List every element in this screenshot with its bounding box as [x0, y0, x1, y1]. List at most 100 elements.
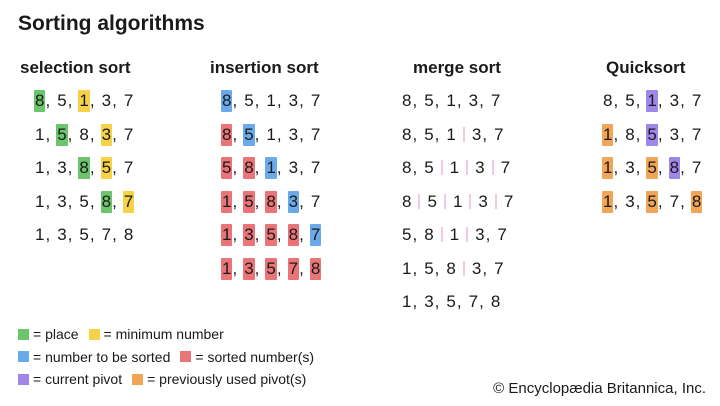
- number: 1: [266, 124, 276, 144]
- separator: ,: [67, 225, 73, 244]
- legend-label: = sorted number(s): [195, 348, 315, 365]
- merge-divider: [491, 160, 494, 175]
- separator: ,: [299, 258, 304, 278]
- separator: ,: [67, 124, 73, 144]
- separator: ,: [232, 158, 238, 177]
- number: 1: [446, 91, 456, 110]
- number: 3: [478, 191, 488, 211]
- number: 3: [288, 124, 299, 144]
- highlighted-number-sorted: 5: [243, 190, 255, 213]
- separator: ,: [254, 191, 260, 211]
- highlighted-number-prev-pivot: 1: [602, 123, 614, 146]
- number: 7: [503, 191, 514, 211]
- number: 3: [625, 191, 635, 211]
- separator: ,: [434, 124, 440, 144]
- number: 8: [625, 124, 635, 144]
- legend-item-place: = place: [18, 326, 79, 342]
- separator: ,: [680, 158, 685, 177]
- number: 8: [424, 225, 434, 244]
- separator: ,: [412, 158, 418, 177]
- separator: ,: [67, 91, 73, 110]
- separator: ,: [680, 191, 685, 211]
- number: 8: [402, 124, 412, 144]
- legend-item-pivot: = current pivot: [18, 371, 122, 387]
- separator: ,: [412, 91, 418, 110]
- number: 5: [424, 158, 434, 177]
- separator: ,: [412, 258, 418, 278]
- highlighted-number-minimum: 3: [100, 123, 113, 146]
- separator: ,: [45, 124, 51, 144]
- highlighted-number-to-sort: 3: [287, 190, 300, 213]
- number: 1: [35, 124, 45, 144]
- number: 3: [475, 225, 485, 244]
- quicksort-column: Quicksort 8, 5, 1, 3, 7 1, 8, 5, 3, 7 1, 3, 5, 8, 7 1, 3…: [602, 58, 703, 213]
- number: 7: [310, 158, 321, 177]
- separator: ,: [613, 124, 619, 144]
- number: 8: [603, 91, 613, 110]
- number: 3: [57, 225, 67, 244]
- separator: ,: [657, 91, 663, 110]
- number: 3: [101, 91, 112, 110]
- number: 1: [452, 191, 463, 211]
- separator: ,: [434, 292, 440, 311]
- diagram-title: Sorting algorithms: [18, 12, 205, 35]
- number: 3: [57, 158, 67, 177]
- highlighted-number-sorted: 8: [287, 224, 300, 246]
- number: 8: [446, 258, 456, 278]
- sequence-row: 1, 5, 8, 3, 7: [34, 123, 134, 158]
- legend-row: = place = minimum number: [18, 323, 324, 346]
- column-header: Quicksort: [606, 58, 686, 77]
- number: 8: [79, 124, 89, 144]
- sequence-row: 1, 3, 5, 7, 8: [34, 224, 134, 258]
- number: 8: [402, 91, 412, 110]
- highlighted-number-sorted: 3: [243, 257, 255, 280]
- separator: ,: [412, 292, 418, 311]
- number: 1: [446, 124, 456, 144]
- number: 5: [424, 258, 434, 278]
- highlighted-number-prev-pivot: 1: [602, 157, 614, 179]
- separator: ,: [635, 191, 641, 211]
- separator: ,: [232, 91, 238, 110]
- separator: ,: [276, 225, 282, 244]
- separator: ,: [112, 124, 117, 144]
- legend: = place = minimum number = number to be s…: [18, 323, 324, 391]
- separator: ,: [485, 225, 491, 244]
- highlighted-number-prev-pivot: 5: [646, 157, 658, 179]
- legend-item-prev-pivot: = previously used pivot(s): [132, 371, 306, 387]
- number: 3: [625, 158, 635, 177]
- merge-divider: [440, 160, 443, 175]
- separator: ,: [412, 124, 418, 144]
- highlighted-number-place: 8: [100, 190, 113, 213]
- number: 7: [691, 124, 702, 144]
- merge-divider: [440, 227, 443, 242]
- number: 5: [79, 225, 89, 244]
- selection-sort-column: selection sort 8, 5, 1, 3, 7 1, 5, 8, 3, 7 1, 3, 8, 5…: [20, 58, 135, 244]
- separator: ,: [89, 91, 95, 110]
- legend-item-to-sort: = number to be sorted: [18, 349, 170, 365]
- separator: ,: [657, 124, 663, 144]
- highlighted-number-sorted: 1: [221, 257, 233, 280]
- highlighted-number-minimum: 1: [78, 90, 90, 112]
- number: 5: [446, 292, 456, 311]
- separator: ,: [67, 191, 73, 211]
- sequence-row: 8, 5, 1, 3, 7: [221, 90, 321, 124]
- number: 5: [79, 191, 89, 211]
- number: 7: [123, 158, 134, 177]
- merge-divider: [466, 160, 469, 175]
- legend-row: = current pivot = previously used pivot(s…: [18, 368, 324, 391]
- separator: ,: [276, 191, 282, 211]
- merge-divider: [494, 193, 497, 209]
- legend-item-sorted: = sorted number(s): [180, 349, 314, 365]
- sequence-row: 5, 8 1 3, 7: [401, 224, 514, 258]
- highlighted-number-minimum: 7: [122, 190, 135, 213]
- highlighted-number-place: 8: [78, 157, 90, 179]
- highlighted-number-sorted: 8: [265, 190, 277, 213]
- highlighted-number-place: 5: [56, 123, 68, 146]
- separator: ,: [479, 91, 484, 110]
- separator: ,: [45, 91, 51, 110]
- separator: ,: [299, 158, 304, 177]
- sequence-row: 1, 5, 8, 3, 7: [221, 190, 321, 225]
- number: 1: [402, 292, 412, 311]
- separator: ,: [434, 258, 440, 278]
- separator: ,: [456, 91, 462, 110]
